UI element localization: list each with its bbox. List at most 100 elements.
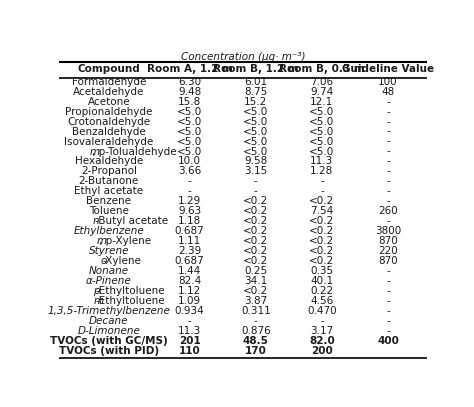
Text: 1.18: 1.18	[178, 216, 201, 226]
Text: 3.15: 3.15	[244, 166, 267, 177]
Text: Crotonaldehyde: Crotonaldehyde	[67, 117, 150, 127]
Text: 15.8: 15.8	[178, 97, 201, 107]
Text: <5.0: <5.0	[309, 136, 335, 147]
Text: <5.0: <5.0	[177, 127, 202, 137]
Text: -: -	[254, 316, 258, 326]
Text: 7.54: 7.54	[310, 206, 334, 216]
Text: 8.75: 8.75	[244, 87, 267, 97]
Text: Acetone: Acetone	[88, 97, 130, 107]
Text: 15.2: 15.2	[244, 97, 267, 107]
Text: Concentration (μg· m⁻³): Concentration (μg· m⁻³)	[181, 52, 305, 62]
Text: <0.2: <0.2	[243, 226, 268, 236]
Text: 0.934: 0.934	[175, 306, 205, 316]
Text: -: -	[386, 316, 390, 326]
Text: 3.87: 3.87	[244, 296, 267, 306]
Text: Ethyl acetate: Ethyl acetate	[74, 186, 144, 196]
Text: Hexaldehyde: Hexaldehyde	[75, 156, 143, 166]
Text: , p-Xylene: , p-Xylene	[99, 236, 151, 246]
Text: 400: 400	[377, 336, 399, 346]
Text: α-Pinene: α-Pinene	[86, 276, 132, 286]
Text: 0.311: 0.311	[241, 306, 271, 316]
Text: m: m	[97, 236, 107, 246]
Text: Compound: Compound	[77, 63, 140, 74]
Text: -: -	[188, 316, 191, 326]
Text: D-Limonene: D-Limonene	[77, 326, 140, 336]
Text: 170: 170	[245, 346, 267, 356]
Text: 3.17: 3.17	[310, 326, 334, 336]
Text: -: -	[254, 176, 258, 186]
Text: <0.2: <0.2	[309, 216, 335, 226]
Text: 1.09: 1.09	[178, 296, 201, 306]
Text: -: -	[386, 147, 390, 157]
Text: 100: 100	[378, 77, 398, 87]
Text: -: -	[386, 136, 390, 147]
Text: -: -	[386, 97, 390, 107]
Text: -Butyl acetate: -Butyl acetate	[94, 216, 168, 226]
Text: 2-Propanol: 2-Propanol	[81, 166, 137, 177]
Text: 1,3,5-Trimethylbenzene: 1,3,5-Trimethylbenzene	[47, 306, 170, 316]
Text: -: -	[386, 266, 390, 276]
Text: -Ethyltoluene: -Ethyltoluene	[96, 296, 165, 306]
Text: 9.58: 9.58	[244, 156, 267, 166]
Text: Benzaldehyde: Benzaldehyde	[72, 127, 146, 137]
Text: 110: 110	[179, 346, 201, 356]
Text: <5.0: <5.0	[309, 147, 335, 157]
Text: -: -	[386, 176, 390, 186]
Text: 3800: 3800	[375, 226, 401, 236]
Text: -Ethyltoluene: -Ethyltoluene	[96, 286, 165, 296]
Text: -: -	[386, 326, 390, 336]
Text: -: -	[386, 186, 390, 196]
Text: <5.0: <5.0	[243, 117, 268, 127]
Text: 82.4: 82.4	[178, 276, 201, 286]
Text: Isovaleraldehyde: Isovaleraldehyde	[64, 136, 154, 147]
Text: 1.44: 1.44	[178, 266, 201, 276]
Text: <5.0: <5.0	[309, 117, 335, 127]
Text: 48: 48	[382, 87, 395, 97]
Text: 1.28: 1.28	[310, 166, 334, 177]
Text: -: -	[386, 286, 390, 296]
Text: 2-Butanone: 2-Butanone	[79, 176, 139, 186]
Text: Benzene: Benzene	[86, 196, 131, 206]
Text: -: -	[386, 156, 390, 166]
Text: Nonane: Nonane	[89, 266, 129, 276]
Text: 40.1: 40.1	[310, 276, 334, 286]
Text: <0.2: <0.2	[309, 196, 335, 206]
Text: -Xylene: -Xylene	[102, 256, 141, 266]
Text: -: -	[386, 117, 390, 127]
Text: 220: 220	[378, 246, 398, 256]
Text: -: -	[386, 166, 390, 177]
Text: -: -	[386, 276, 390, 286]
Text: 0.25: 0.25	[244, 266, 267, 276]
Text: n: n	[92, 216, 99, 226]
Text: -: -	[254, 186, 258, 196]
Text: Propionaldehyde: Propionaldehyde	[65, 107, 153, 117]
Text: Ethylbenzene: Ethylbenzene	[73, 226, 144, 236]
Text: 11.3: 11.3	[310, 156, 334, 166]
Text: 48.5: 48.5	[243, 336, 269, 346]
Text: 34.1: 34.1	[244, 276, 267, 286]
Text: <5.0: <5.0	[177, 117, 202, 127]
Text: 870: 870	[378, 236, 398, 246]
Text: Styrene: Styrene	[89, 246, 129, 256]
Text: -: -	[386, 127, 390, 137]
Text: o: o	[100, 256, 106, 266]
Text: -: -	[386, 306, 390, 316]
Text: 0.22: 0.22	[310, 286, 334, 296]
Text: 1.12: 1.12	[178, 286, 201, 296]
Text: <0.2: <0.2	[243, 236, 268, 246]
Text: 1.29: 1.29	[178, 196, 201, 206]
Text: <0.2: <0.2	[309, 236, 335, 246]
Text: 0.687: 0.687	[175, 256, 205, 266]
Text: 12.1: 12.1	[310, 97, 334, 107]
Text: Acetaldehyde: Acetaldehyde	[73, 87, 145, 97]
Text: 0.35: 0.35	[310, 266, 334, 276]
Text: <0.2: <0.2	[243, 206, 268, 216]
Text: <5.0: <5.0	[243, 127, 268, 137]
Text: 260: 260	[378, 206, 398, 216]
Text: -: -	[320, 316, 324, 326]
Text: TVOCs (with PID): TVOCs (with PID)	[59, 346, 159, 356]
Text: 6.30: 6.30	[178, 77, 201, 87]
Text: 6.01: 6.01	[244, 77, 267, 87]
Text: 11.3: 11.3	[178, 326, 201, 336]
Text: <5.0: <5.0	[243, 107, 268, 117]
